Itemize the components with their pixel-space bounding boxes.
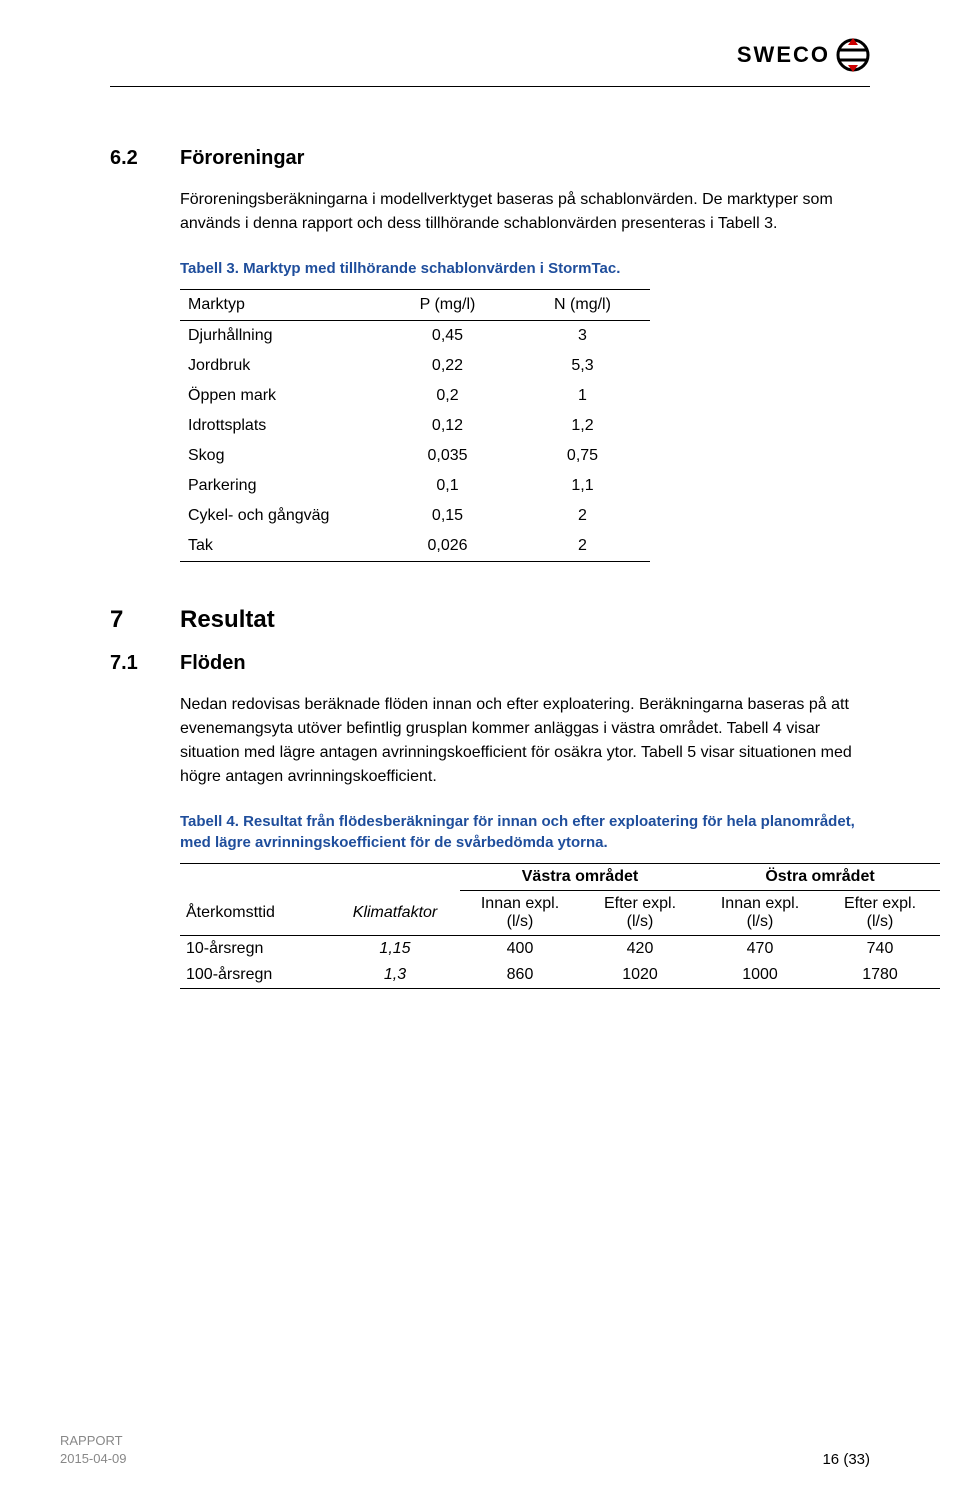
- section-7-1-paragraph: Nedan redovisas beräknade flöden innan o…: [180, 693, 870, 789]
- table-4-sub-header: Innan expl.(l/s): [460, 891, 580, 936]
- table-4-sub-header: Efter expl.(l/s): [820, 891, 940, 936]
- table-4-group-header: Västra området: [460, 864, 700, 891]
- section-number: 6.2: [110, 147, 152, 170]
- header-rule: [110, 86, 870, 87]
- section-title: Flöden: [180, 652, 246, 675]
- table-row: Öppen mark0,21: [180, 381, 650, 411]
- table-row: Skog0,0350,75: [180, 441, 650, 471]
- table-row: 10-årsregn 1,15 400 420 470 740: [180, 936, 940, 963]
- table-3: Marktyp P (mg/l) N (mg/l) Djurhållning0,…: [180, 289, 650, 562]
- table-3-header: P (mg/l): [380, 290, 515, 321]
- table-4-sub-header: Återkomsttid: [180, 891, 330, 936]
- table-4-sub-header: Efter expl.(l/s): [580, 891, 700, 936]
- section-number: 7.1: [110, 652, 152, 675]
- table-4-group-header: Östra området: [700, 864, 940, 891]
- table-row: 100-årsregn 1,3 860 1020 1000 1780: [180, 962, 940, 989]
- table-4-sub-header: Innan expl.(l/s): [700, 891, 820, 936]
- table-row: Jordbruk0,225,3: [180, 351, 650, 381]
- table-row: Idrottsplats0,121,2: [180, 411, 650, 441]
- table-4-sub-header: Klimatfaktor: [330, 891, 460, 936]
- section-title: Resultat: [180, 606, 275, 634]
- footer-page-number: 16 (33): [822, 1451, 870, 1468]
- footer-date: 2015-04-09: [60, 1450, 127, 1468]
- table-4-group-header: [330, 864, 460, 891]
- brand-logo: SWECO: [737, 38, 870, 72]
- table-row: Djurhållning0,453: [180, 321, 650, 352]
- table-row: Tak0,0262: [180, 531, 650, 562]
- table-4-group-header: [180, 864, 330, 891]
- section-6-2-paragraph: Föroreningsberäkningarna i modellverktyg…: [180, 188, 870, 236]
- page-header: SWECO: [110, 30, 870, 80]
- table-3-header: Marktyp: [180, 290, 380, 321]
- table-4-caption: Tabell 4. Resultat från flödesberäkninga…: [180, 811, 870, 853]
- table-row: Cykel- och gångväg0,152: [180, 501, 650, 531]
- brand-mark-icon: [836, 38, 870, 72]
- section-7-1-heading: 7.1 Flöden: [110, 652, 870, 675]
- brand-name: SWECO: [737, 42, 830, 68]
- table-3-header: N (mg/l): [515, 290, 650, 321]
- table-4: Västra området Östra området Återkomstti…: [180, 863, 940, 989]
- section-7-heading: 7 Resultat: [110, 606, 870, 634]
- footer-report-label: RAPPORT: [60, 1432, 127, 1450]
- section-title: Föroreningar: [180, 147, 304, 170]
- table-row: Parkering0,11,1: [180, 471, 650, 501]
- section-number: 7: [110, 606, 152, 634]
- page-footer: RAPPORT 2015-04-09 16 (33): [60, 1432, 870, 1468]
- table-3-caption: Tabell 3. Marktyp med tillhörande schabl…: [180, 258, 870, 279]
- section-6-2-heading: 6.2 Föroreningar: [110, 147, 870, 170]
